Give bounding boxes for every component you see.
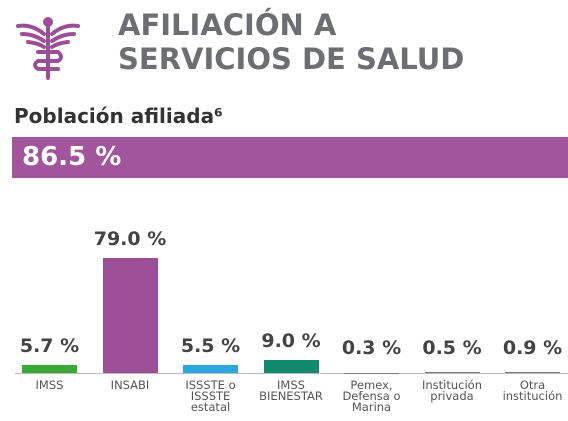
x-tick-label: IMSS BIENESTAR: [259, 378, 323, 403]
x-tick-label: Otra institución: [502, 378, 563, 403]
x-tick-label: ISSSTE o ISSSTE estatal: [185, 378, 236, 414]
bar: [424, 372, 480, 373]
x-tick-label: INSABI: [110, 378, 150, 392]
x-tick-label: IMSS: [35, 378, 64, 392]
title: AFILIACIÓN A SERVICIOS DE SALUD: [118, 8, 465, 76]
bar: [263, 359, 319, 373]
caduceus-icon: [16, 17, 80, 80]
x-tick-label: Institución privada: [421, 378, 482, 403]
bar: [102, 258, 158, 373]
value-label: 5.7 %: [19, 334, 80, 357]
value-label: 0.3 %: [341, 337, 402, 359]
value-label: 5.5 %: [180, 334, 241, 357]
headline-banner: [12, 137, 568, 178]
bar: [505, 371, 560, 373]
value-label: 0.5 %: [422, 337, 482, 359]
x-tick-label: Pemex, Defensa o Marina: [342, 378, 401, 414]
value-label: 9.0 %: [261, 329, 321, 352]
bar: [183, 364, 238, 373]
bar: [22, 364, 77, 373]
subtitle: Población afiliada⁶: [14, 104, 223, 128]
value-label: 79.0 %: [93, 228, 167, 250]
value-label: 0.9 %: [502, 337, 563, 359]
baseline: [15, 373, 568, 374]
headline: 86.5 %: [22, 142, 122, 172]
